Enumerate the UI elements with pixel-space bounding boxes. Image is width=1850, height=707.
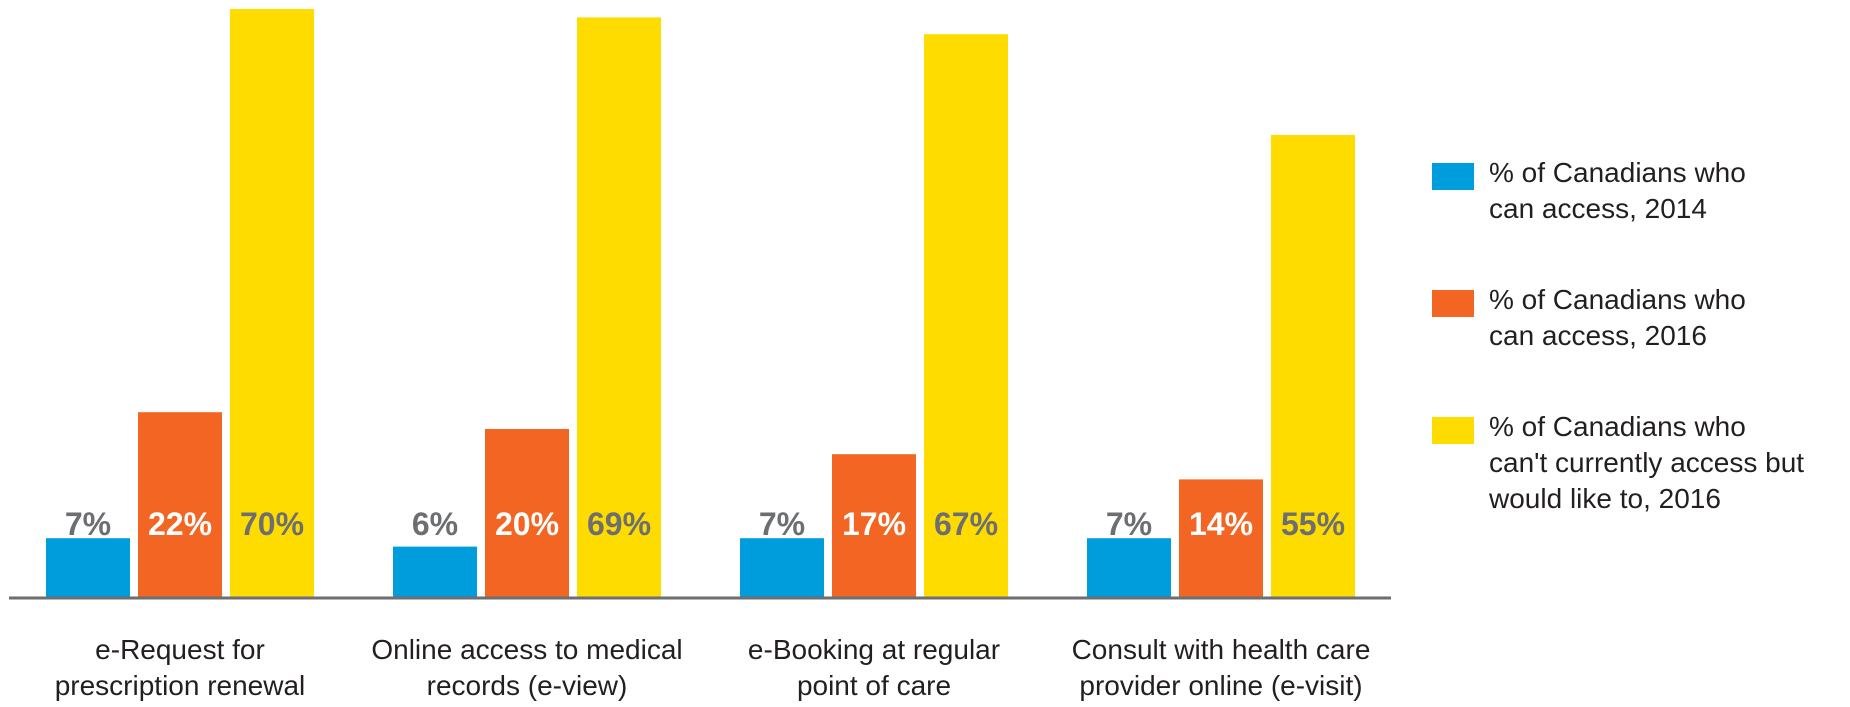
legend-swatch	[1432, 417, 1474, 444]
bar	[393, 546, 477, 597]
value-label: 14%	[1189, 506, 1253, 542]
bar	[740, 538, 824, 597]
bar	[1271, 135, 1355, 597]
legend-swatch	[1432, 163, 1474, 190]
bar	[485, 429, 569, 597]
value-label: 69%	[587, 506, 651, 542]
legend-label: % of Canadians who can access, 2016	[1489, 284, 1746, 351]
legend-swatch	[1432, 290, 1474, 317]
value-label: 7%	[1106, 506, 1152, 542]
value-label: 7%	[759, 506, 805, 542]
legend-label: % of Canadians who can't currently acces…	[1489, 411, 1805, 514]
bar	[138, 412, 222, 597]
value-label: 6%	[412, 506, 458, 542]
bar	[832, 454, 916, 597]
value-label: 22%	[148, 506, 212, 542]
bar	[1087, 538, 1171, 597]
bar	[924, 34, 1008, 597]
bar	[46, 538, 130, 597]
bar	[230, 9, 314, 597]
value-label: 67%	[934, 506, 998, 542]
legend-label: % of Canadians who can access, 2014	[1489, 157, 1746, 224]
bar	[1179, 479, 1263, 597]
value-label: 7%	[65, 506, 111, 542]
x-tick-label: Online access to medical records (e-view…	[371, 634, 683, 701]
value-label: 55%	[1281, 506, 1345, 542]
value-label: 17%	[842, 506, 906, 542]
value-label: 70%	[240, 506, 304, 542]
x-tick-label: Consult with health care provider online…	[1071, 634, 1371, 701]
value-label: 20%	[495, 506, 559, 542]
x-tick-label: e-Booking at regular point of care	[747, 634, 1001, 701]
x-tick-label: e-Request for prescription renewal	[54, 634, 306, 701]
bar	[577, 17, 661, 597]
